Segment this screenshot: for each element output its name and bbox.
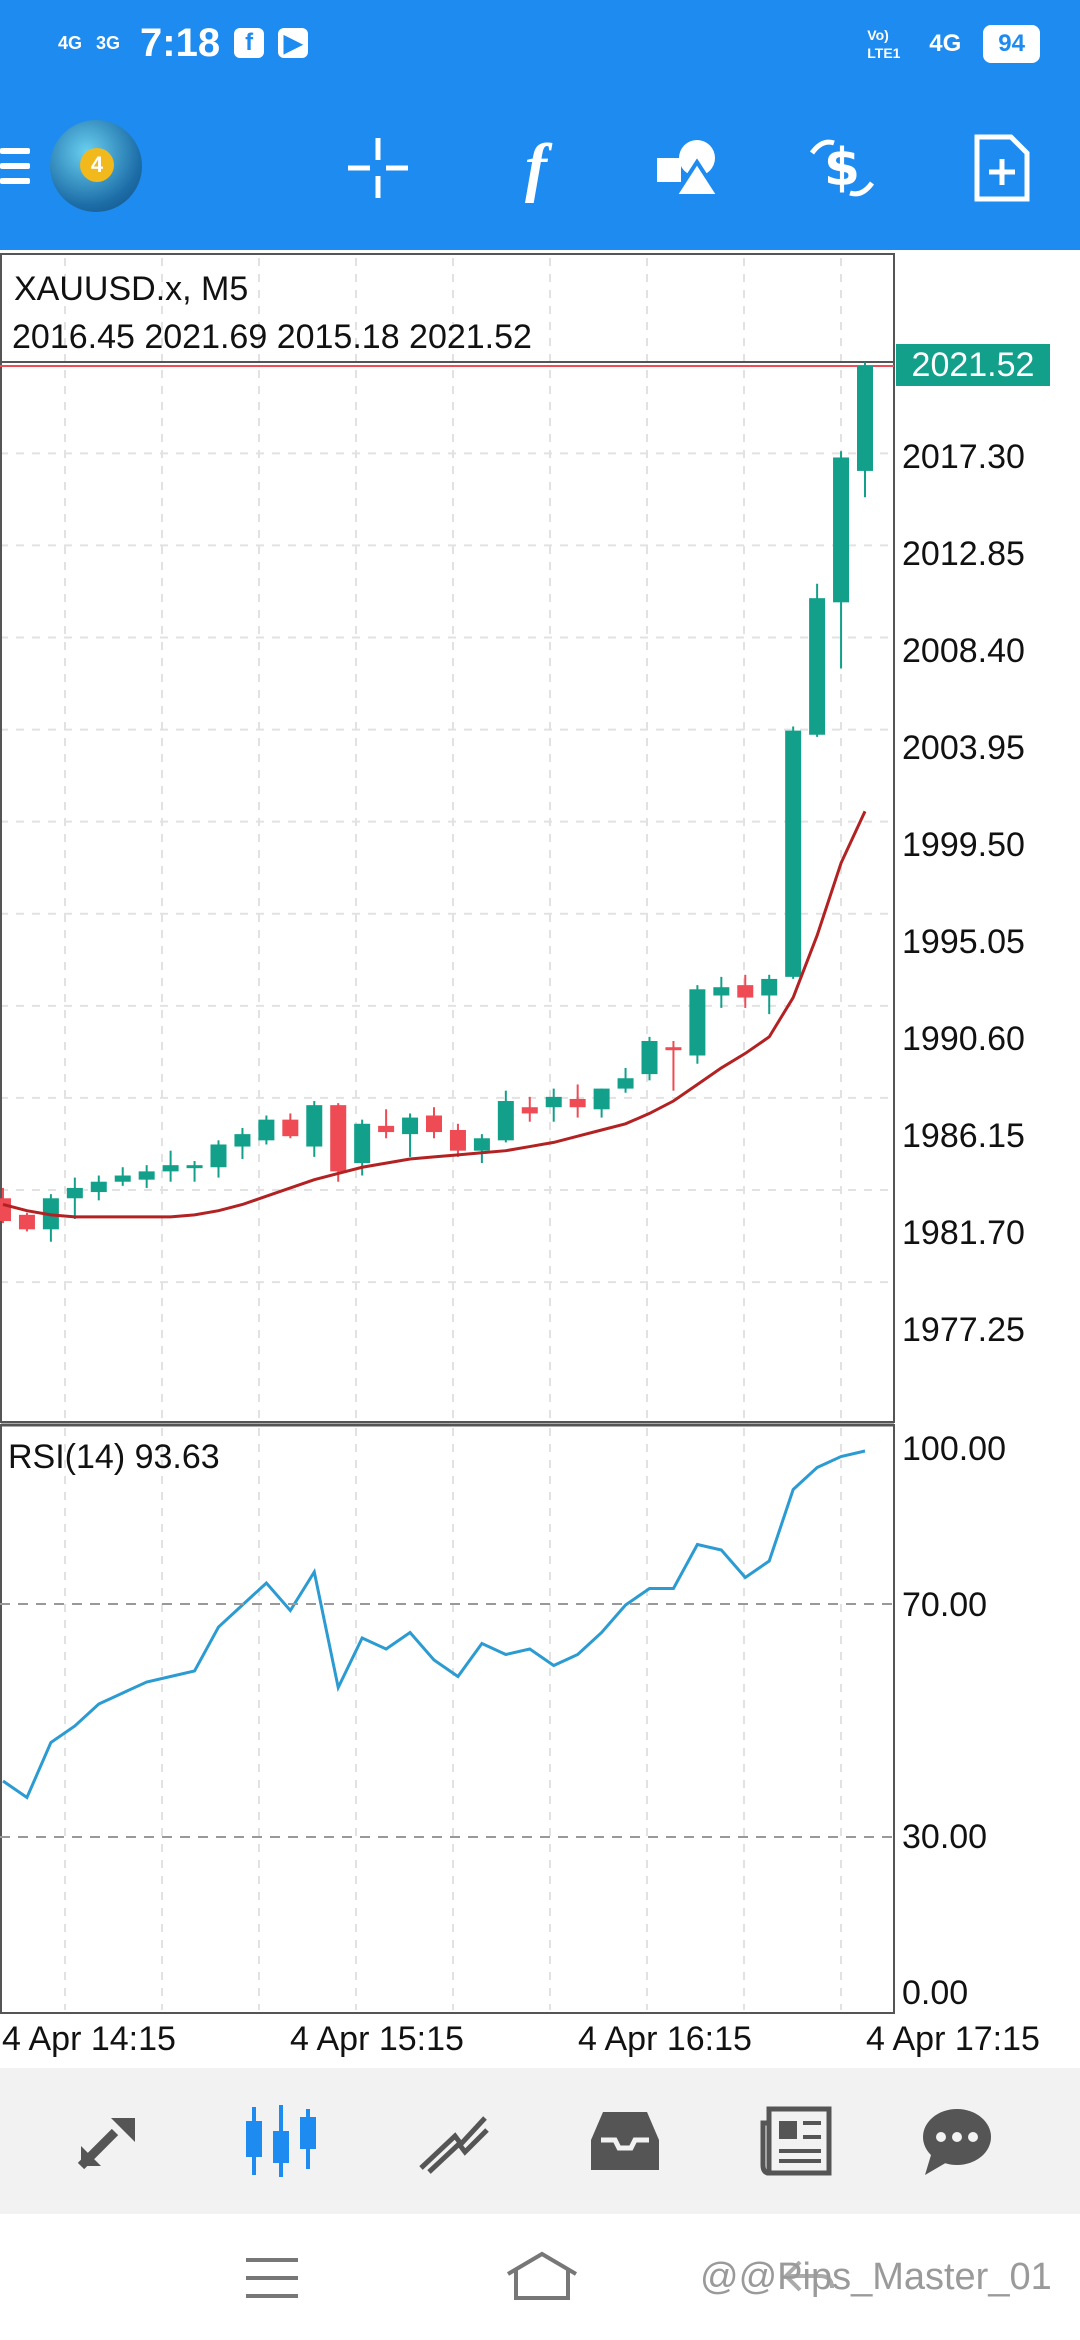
time-label: 4 Apr 17:15 [866, 2020, 1040, 2058]
chart-symbol: XAUUSD.x, M5 [14, 270, 249, 308]
youtube-icon: ▶ [278, 28, 309, 58]
current-price-tag: 2021.52 [896, 344, 1050, 386]
price-label: 2008.40 [902, 632, 1025, 670]
volte-indicator: Vo) LTE1 [867, 27, 901, 61]
metatrader-logo[interactable]: 4 [50, 120, 142, 212]
network-right-indicator: 4G [929, 30, 962, 57]
shapes-icon[interactable] [648, 128, 728, 208]
add-document-icon[interactable] [962, 128, 1042, 208]
candle-body [162, 1165, 179, 1172]
network-3g-label: 3G [96, 33, 121, 53]
candle-body [569, 1098, 586, 1108]
candle-body [617, 1078, 634, 1089]
candle-body [138, 1171, 155, 1180]
price-label: 1977.25 [902, 1311, 1025, 1349]
watermark: @@Pips_Master_01 [700, 2256, 1052, 2298]
history-icon[interactable] [582, 2098, 668, 2184]
chart-icon[interactable] [238, 2098, 324, 2184]
menu-lines-icon[interactable] [244, 2256, 300, 2305]
system-navigation [0, 2214, 1080, 2340]
candle-body [66, 1187, 83, 1199]
candle-body [18, 1214, 35, 1230]
candle-body [521, 1107, 538, 1114]
trade-icon[interactable] [410, 2098, 496, 2184]
home-icon[interactable] [504, 2250, 580, 2307]
candle-body [234, 1134, 251, 1147]
logo-badge: 4 [80, 148, 114, 182]
rsi-level-label: 30.00 [902, 1818, 988, 1856]
candle-body [114, 1175, 131, 1182]
candle-body [282, 1119, 299, 1137]
candle-body [785, 730, 802, 977]
facebook-icon: f [234, 28, 265, 58]
indicators-label: f [525, 131, 547, 204]
candle-body [210, 1144, 227, 1168]
candle-body [426, 1115, 442, 1133]
candle-body [0, 1198, 11, 1222]
crosshair-icon[interactable] [338, 128, 418, 208]
function-icon[interactable]: f [496, 128, 576, 208]
bottom-navigation [0, 2068, 1080, 2214]
candle-body [378, 1125, 395, 1133]
moving-average-line [2, 810, 867, 1219]
status-bar: 4G 3G 7:18 f ▶ Vo) LTE1 4G 94 [0, 0, 1080, 88]
rsi-level-label: 70.00 [902, 1586, 988, 1624]
messages-icon[interactable] [914, 2098, 1000, 2184]
news-icon[interactable] [754, 2098, 840, 2184]
candle-body [665, 1047, 682, 1051]
candle-body [354, 1123, 371, 1164]
candle-body [497, 1101, 514, 1141]
candle-body [473, 1138, 490, 1151]
candle-body [90, 1181, 107, 1193]
candle-body [713, 987, 730, 996]
status-time: 7:18 [140, 20, 221, 65]
chart-area[interactable] [0, 250, 1080, 2050]
candle-body [449, 1129, 466, 1151]
rsi-label: RSI(14) 93.63 [8, 1438, 220, 1476]
price-label: 1986.15 [902, 1117, 1025, 1155]
candle-body [402, 1117, 419, 1135]
quotes-icon[interactable] [66, 2098, 152, 2184]
network-indicator: 4G [58, 34, 82, 52]
network-indicator-2: 3G [96, 34, 120, 52]
price-label: 2012.85 [902, 535, 1025, 573]
price-label: 2003.95 [902, 729, 1025, 767]
hamburger-icon[interactable] [0, 148, 30, 193]
time-label: 4 Apr 14:15 [2, 2020, 176, 2058]
battery-indicator: 94 [983, 25, 1040, 63]
chart-ohlc: 2016.45 2021.69 2015.18 2021.52 [12, 318, 532, 356]
candle-body [833, 457, 850, 603]
price-label: 1990.60 [902, 1020, 1025, 1058]
candle-body [689, 989, 706, 1056]
back-icon[interactable] [780, 2256, 836, 2305]
price-label: 1999.50 [902, 826, 1025, 864]
candle-body [545, 1096, 562, 1108]
network-4g-label: 4G [58, 33, 83, 53]
dollar-exchange-icon[interactable]: $ [802, 128, 882, 208]
candle-body [761, 978, 778, 996]
top-toolbar: 4 f $ [0, 88, 1080, 250]
price-label: 2017.30 [902, 438, 1025, 476]
rsi-level-label: 0.00 [902, 1974, 969, 2012]
candle-body [737, 985, 754, 998]
price-label: 1995.05 [902, 923, 1025, 961]
candle-body [186, 1165, 203, 1169]
candle-body [809, 598, 826, 735]
candle-body [330, 1105, 347, 1172]
svg-text:$: $ [824, 138, 860, 198]
price-label: 1981.70 [902, 1214, 1025, 1252]
price-chart[interactable] [0, 250, 1080, 2050]
candle-body [306, 1105, 323, 1147]
candle-body [258, 1119, 275, 1141]
time-label: 4 Apr 15:15 [290, 2020, 464, 2058]
candle-body [857, 366, 873, 471]
time-label: 4 Apr 16:15 [578, 2020, 752, 2058]
rsi-level-label: 100.00 [902, 1430, 1006, 1468]
candle-body [593, 1088, 610, 1110]
candle-body [641, 1041, 658, 1075]
rsi-line [2, 1449, 866, 1800]
